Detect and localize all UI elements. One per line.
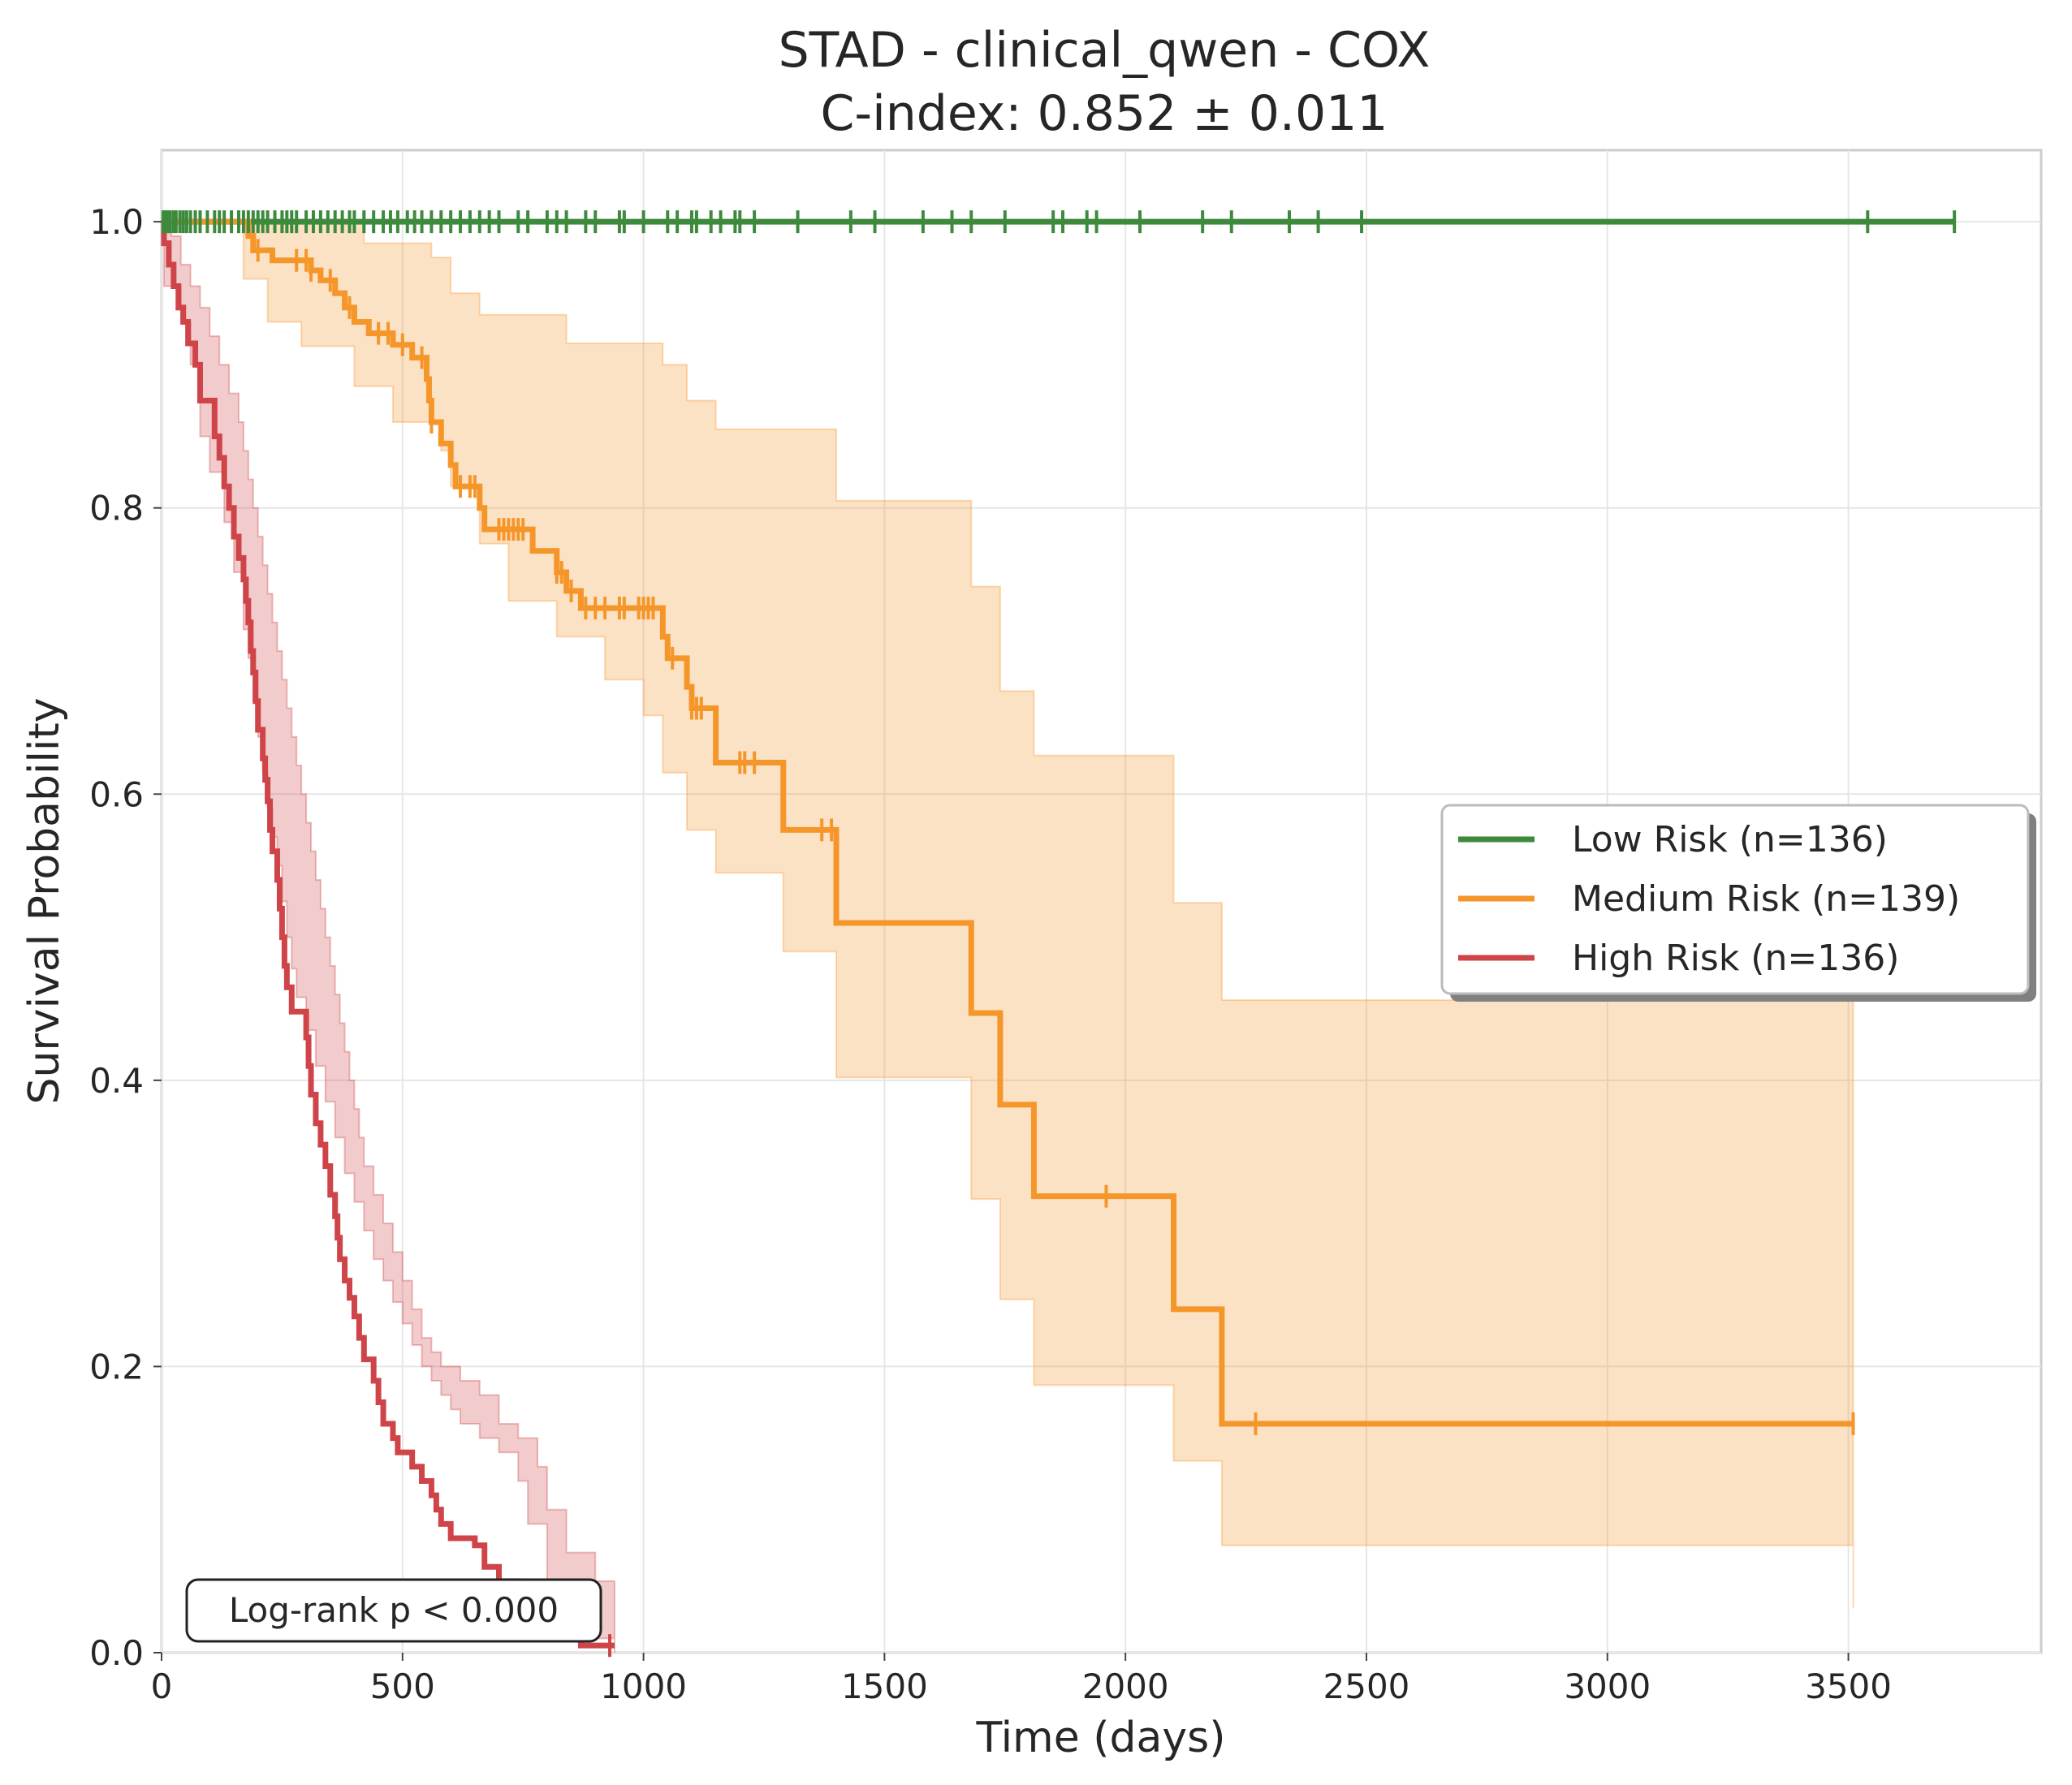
legend: Low Risk (n=136) Medium Risk (n=139) Hig… bbox=[1440, 804, 2036, 1002]
x-tick-label: 2500 bbox=[1323, 1666, 1410, 1706]
x-tick-label: 2000 bbox=[1082, 1666, 1169, 1706]
x-axis-ticks: 0 500 1000 1500 2000 2500 3000 3500 bbox=[151, 1653, 1892, 1706]
y-tick-label: 0.6 bbox=[89, 774, 144, 814]
logrank-box bbox=[185, 1578, 602, 1643]
km-curve-medium-risk bbox=[162, 218, 1854, 1427]
x-tick-label: 0 bbox=[151, 1666, 173, 1706]
y-axis-ticks: 0.0 0.2 0.4 0.6 0.8 1.0 bbox=[89, 202, 162, 1673]
x-tick-label: 3000 bbox=[1564, 1666, 1651, 1706]
x-tick-label: 1500 bbox=[841, 1666, 928, 1706]
censor-marks bbox=[161, 210, 1957, 1658]
y-tick-label: 0.2 bbox=[89, 1347, 144, 1386]
chart-title: STAD - clinical_qwen - COX bbox=[779, 22, 1431, 79]
x-tick-label: 1000 bbox=[600, 1666, 687, 1706]
legend-box bbox=[1440, 804, 2030, 995]
x-tick-label: 500 bbox=[370, 1666, 435, 1706]
y-axis-label: Survival Probability bbox=[20, 697, 69, 1104]
y-tick-label: 0.8 bbox=[89, 489, 144, 528]
y-tick-label: 1.0 bbox=[89, 202, 144, 242]
legend-label-low-risk: Low Risk (n=136) bbox=[1572, 819, 1888, 860]
x-tick-label: 3500 bbox=[1805, 1666, 1892, 1706]
ci-band-medium-risk bbox=[242, 221, 1854, 1609]
chart-subtitle: C-index: 0.852 ± 0.011 bbox=[821, 85, 1388, 142]
logrank-text: Log-rank p < 0.000 bbox=[229, 1590, 559, 1630]
y-tick-label: 0.4 bbox=[89, 1061, 144, 1101]
legend-label-high-risk: High Risk (n=136) bbox=[1572, 938, 1899, 979]
y-tick-label: 0.0 bbox=[89, 1633, 144, 1673]
logrank-annotation: Log-rank p < 0.000 bbox=[185, 1578, 602, 1643]
x-axis-label: Time (days) bbox=[975, 1714, 1225, 1762]
km-curve-high-risk bbox=[161, 218, 615, 1649]
legend-label-medium-risk: Medium Risk (n=139) bbox=[1572, 878, 1960, 920]
